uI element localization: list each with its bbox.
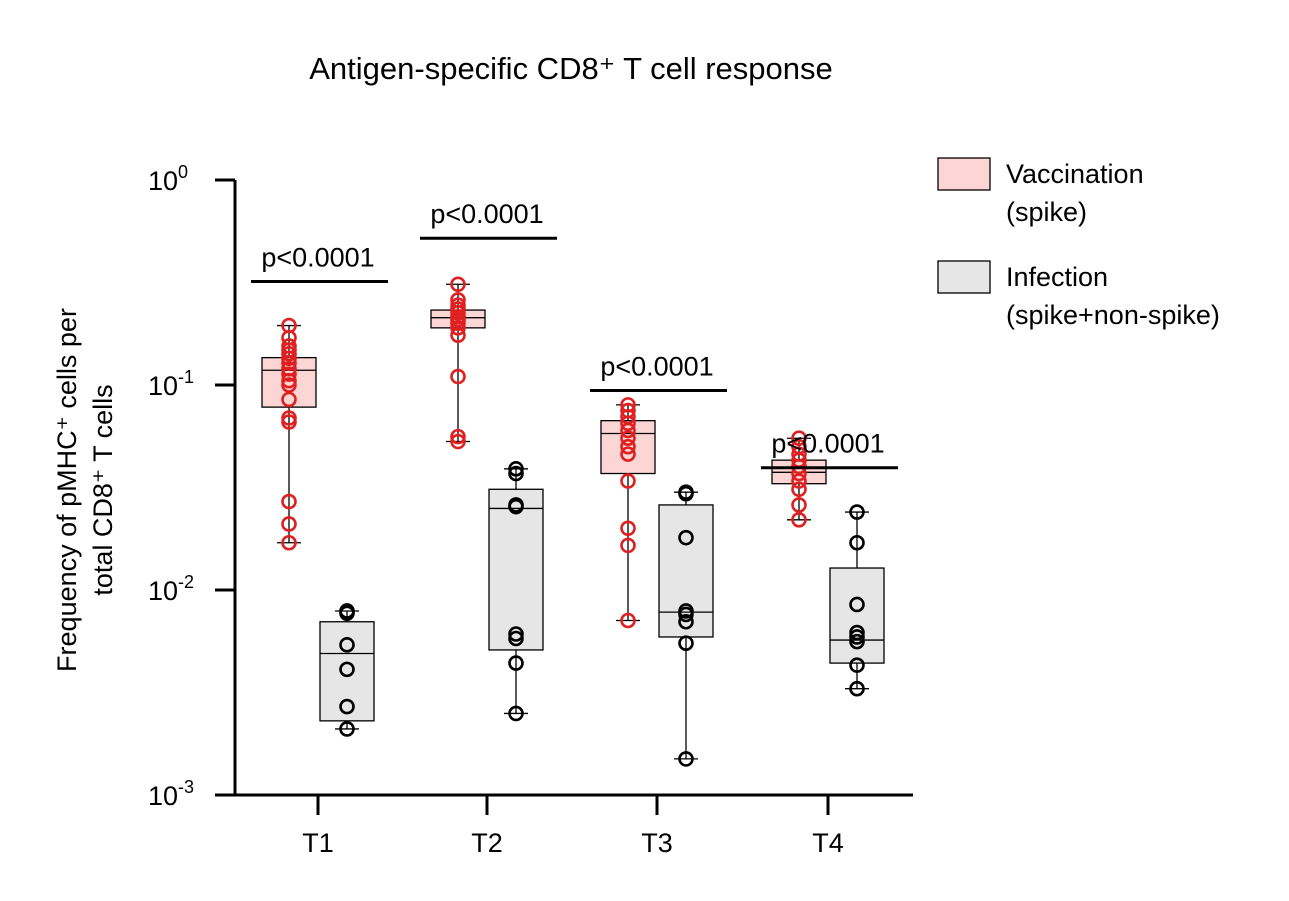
data-point (849, 504, 865, 520)
data-point (339, 605, 355, 622)
p-value-label: p<0.0001 (600, 352, 713, 382)
legend-swatch (937, 260, 991, 294)
data-point (281, 372, 297, 389)
data-point (620, 438, 636, 455)
data-point (508, 626, 524, 642)
y-axis-label-line-1: Frequency of pMHC⁺ cells per (52, 308, 82, 672)
data-point (281, 355, 297, 371)
data-point (620, 520, 636, 537)
data-point (620, 430, 636, 447)
legend-label: Infection (1006, 262, 1108, 292)
legend-swatch (937, 157, 991, 191)
data-point (450, 320, 466, 336)
data-point (849, 629, 865, 645)
p-value-label: p<0.0001 (771, 429, 884, 459)
box-iqr (488, 488, 544, 651)
data-point (508, 655, 524, 671)
x-tick-label: T4 (812, 828, 844, 858)
box-group (600, 397, 656, 629)
y-axis-label: Frequency of pMHC⁺ cells per total CD8⁺ … (52, 308, 118, 672)
data-point (281, 493, 297, 510)
data-point (450, 368, 466, 385)
data-point (508, 461, 524, 477)
data-point (339, 698, 355, 715)
legend-label: (spike+non-spike) (1006, 300, 1220, 330)
data-point (849, 534, 865, 551)
box-group (771, 430, 827, 528)
data-point (791, 481, 807, 498)
data-point (678, 613, 694, 630)
data-point (339, 661, 355, 678)
data-point (849, 633, 865, 650)
data-point (281, 377, 297, 393)
data-point (678, 529, 694, 546)
data-point (791, 430, 807, 447)
data-point (620, 415, 636, 432)
data-point (281, 516, 297, 532)
data-point (281, 350, 297, 367)
y-ticks: 100 10-1 10-2 10-3 (148, 162, 235, 811)
p-value-label: p<0.0001 (430, 199, 543, 229)
x-tick-label: T2 (471, 828, 503, 858)
x-tick-label: T3 (641, 828, 673, 858)
data-point (620, 612, 636, 629)
data-point (620, 537, 636, 554)
boxes (261, 276, 885, 767)
y-tick-label: 10-3 (148, 777, 194, 811)
chart-title: Antigen-specific CD8⁺ T cell response (309, 51, 833, 86)
data-point (791, 497, 807, 513)
y-tick-label: 10-2 (148, 572, 194, 606)
legend-label: (spike) (1006, 197, 1087, 227)
data-point (678, 606, 694, 623)
data-point (791, 512, 807, 528)
axes (233, 180, 913, 797)
data-point (508, 498, 524, 515)
box-group (829, 504, 885, 697)
data-point (791, 473, 807, 489)
data-point (620, 473, 636, 489)
data-point (339, 637, 355, 653)
data-point (281, 391, 297, 408)
data-point (339, 721, 355, 737)
data-point (849, 657, 865, 673)
box-group (319, 603, 375, 737)
legend: Vaccination (spike) Infection (spike+non-sp… (937, 157, 1220, 330)
box-group (430, 276, 486, 450)
box-group (488, 461, 544, 722)
box-group (261, 317, 317, 551)
x-tick-label: T1 (302, 828, 334, 858)
box-group (658, 484, 714, 767)
data-point (849, 624, 865, 641)
y-axis-label-line-2: total CD8⁺ T cells (88, 384, 118, 595)
y-tick-label: 10-1 (148, 367, 194, 401)
legend-label: Vaccination (1006, 159, 1144, 189)
data-point (678, 635, 694, 652)
y-tick-label: 100 (148, 162, 188, 196)
data-point (849, 680, 865, 697)
data-point (281, 366, 297, 382)
data-point (450, 276, 466, 293)
data-point (508, 630, 524, 647)
data-point (281, 414, 297, 430)
p-value-annotations: p<0.0001 p<0.0001 p<0.0001 p<0.0001 (251, 199, 898, 470)
data-point (620, 446, 636, 462)
data-point (450, 428, 466, 445)
data-point (849, 596, 865, 613)
data-point (508, 705, 524, 722)
data-point (281, 345, 297, 362)
box-iqr (319, 621, 375, 722)
data-point (281, 534, 297, 551)
data-point (678, 751, 694, 767)
p-value-label: p<0.0001 (261, 242, 374, 272)
data-point (450, 327, 466, 343)
x-ticks: T1 T2 T3 T4 (302, 795, 844, 858)
data-point (450, 433, 466, 450)
data-point (508, 465, 524, 482)
data-point (620, 422, 636, 439)
data-point (678, 485, 694, 502)
